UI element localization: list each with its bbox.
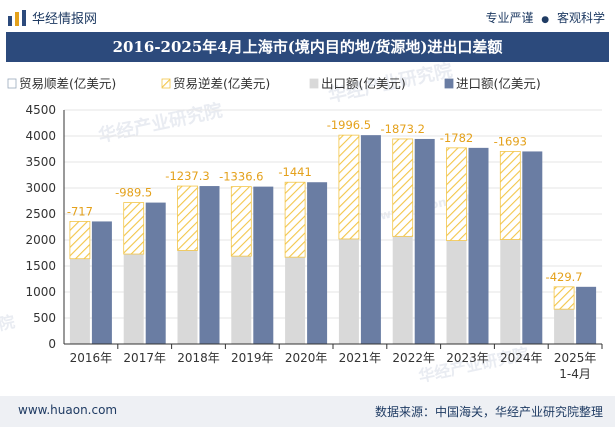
export-bar — [285, 257, 306, 344]
header-tags: 专业严谨 ● 客观科学 — [485, 9, 605, 26]
y-tick-label: 500 — [33, 311, 56, 325]
import-bar — [360, 135, 381, 344]
export-bar — [392, 236, 413, 344]
export-bar — [69, 258, 90, 344]
import-bar — [199, 186, 220, 344]
footer-source: 数据来源：中国海关，华经产业研究院整理 — [374, 405, 603, 419]
import-bar — [253, 186, 274, 344]
export-bar — [177, 250, 198, 344]
y-tick-label: 4500 — [25, 103, 56, 117]
deficit-data-label: -1336.6 — [219, 170, 263, 184]
deficit-data-label: -989.5 — [115, 186, 152, 200]
legend-swatch — [444, 78, 454, 89]
deficit-data-label: -1693 — [494, 134, 527, 148]
trade-balance-chart: 华经产业研究院华经产业研究院华经产业研究院www.huaon.com院 贸易顺差… — [0, 62, 603, 386]
deficit-bar — [446, 147, 467, 241]
legend-label: 出口额(亿美元) — [321, 76, 406, 91]
legend-label: 贸易逆差(亿美元) — [173, 76, 270, 91]
deficit-bar — [177, 185, 198, 251]
import-bar — [145, 202, 166, 344]
x-tick-label: 2018年 — [177, 351, 220, 365]
export-bar — [338, 238, 359, 344]
import-bar — [414, 138, 435, 344]
deficit-bar — [69, 221, 91, 260]
deficit-bar — [284, 181, 306, 258]
brand-name: 华经情报网 — [32, 12, 98, 27]
x-tick-label: 2024年 — [500, 351, 543, 365]
deficit-bar — [392, 138, 414, 237]
import-bar — [91, 221, 112, 344]
dot-separator: ● — [541, 15, 550, 25]
deficit-data-label: -1873.2 — [381, 122, 425, 136]
export-bar — [554, 309, 575, 344]
deficit-bar — [123, 202, 145, 255]
export-bar — [446, 240, 467, 344]
legend-label: 进口额(亿美元) — [456, 76, 541, 91]
deficit-bar — [338, 134, 360, 240]
y-tick-label: 3000 — [25, 181, 56, 195]
watermark-text: 华经产业研究院 — [96, 99, 224, 147]
x-tick-label: 2016年 — [70, 351, 113, 365]
import-bar — [576, 286, 597, 344]
import-bar — [468, 147, 489, 344]
import-bar — [307, 182, 328, 344]
x-tick-label: 2020年 — [285, 351, 328, 365]
import-bar — [522, 151, 543, 344]
legend-label: 贸易顺差(亿美元) — [19, 76, 116, 91]
tag-professional: 专业严谨 — [485, 11, 534, 25]
deficit-data-label: -717 — [67, 204, 93, 218]
chart-title: 2016-2025年4月上海市(境内目的地/货源地)进出口差额 — [6, 32, 609, 62]
x-tick-label: 2021年 — [339, 351, 382, 365]
huajing-logo-icon — [8, 9, 26, 26]
deficit-data-label: -1996.5 — [327, 118, 371, 132]
deficit-bar — [499, 151, 521, 240]
export-bar — [500, 239, 521, 344]
deficit-data-label: -429.7 — [546, 270, 583, 284]
export-bar — [231, 256, 252, 344]
x-tick-label: 2023年 — [446, 351, 489, 365]
x-tick-label: 2019年 — [231, 351, 274, 365]
legend-swatch — [7, 78, 17, 89]
y-tick-label: 1000 — [25, 285, 56, 299]
x-tick-label: 2017年 — [123, 351, 166, 365]
top-bar: 华经情报网 专业严谨 ● 客观科学 — [0, 0, 615, 32]
export-bar — [123, 254, 144, 344]
y-tick-label: 0 — [48, 337, 56, 351]
deficit-bar — [553, 286, 575, 310]
legend-swatch — [309, 78, 319, 89]
deficit-data-label: -1441 — [278, 165, 311, 179]
x-tick-label: 2025年 — [554, 351, 597, 365]
y-tick-label: 3500 — [25, 155, 56, 169]
y-tick-label: 2000 — [25, 233, 56, 247]
legend-swatch — [161, 78, 171, 89]
footer: www.huaon.com 数据来源：中国海关，华经产业研究院整理 — [0, 396, 615, 427]
deficit-data-label: -1237.3 — [165, 169, 209, 183]
y-tick-label: 2500 — [25, 207, 56, 221]
deficit-bar — [230, 186, 252, 257]
x-tick-label: 1-4月 — [559, 367, 591, 381]
y-tick-label: 1500 — [25, 259, 56, 273]
deficit-data-label: -1782 — [440, 131, 473, 145]
x-tick-label: 2022年 — [392, 351, 435, 365]
footer-site-link[interactable]: www.huaon.com — [18, 403, 118, 417]
tag-objective: 客观科学 — [556, 11, 605, 25]
brand[interactable]: 华经情报网 — [8, 8, 97, 27]
y-tick-label: 4000 — [25, 129, 56, 143]
watermark-text: 院 — [0, 312, 16, 334]
